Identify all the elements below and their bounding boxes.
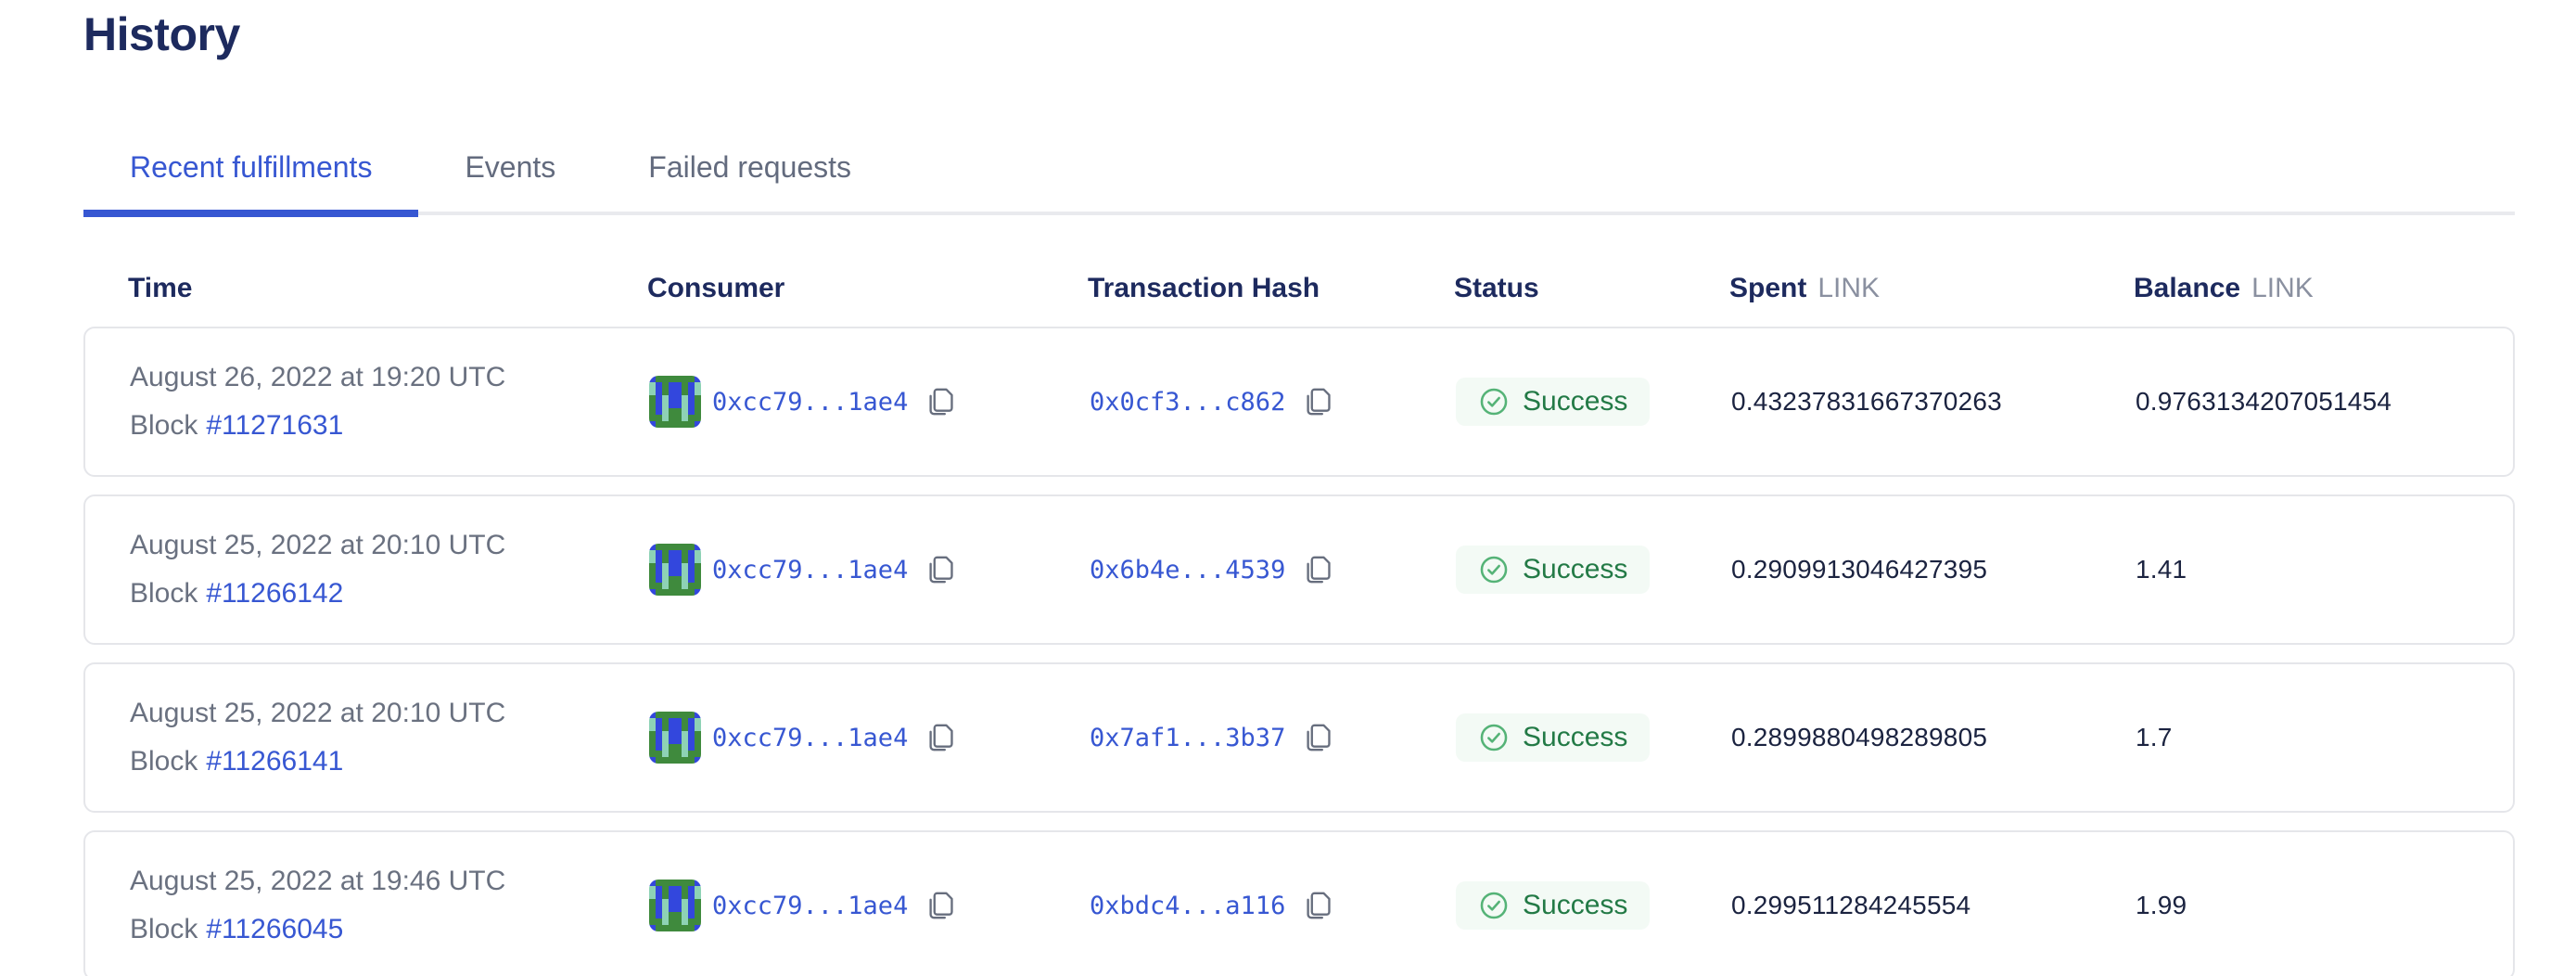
column-header-consumer: Consumer [647, 273, 785, 303]
column-header-transaction-hash: Transaction Hash [1088, 273, 1320, 303]
spent-value: 0.2909913046427395 [1731, 555, 1988, 584]
time-cell: August 25, 2022 at 20:10 UTC Block #11266… [130, 529, 649, 610]
fulfillment-row: August 25, 2022 at 20:10 UTC Block #11266… [83, 494, 2515, 645]
time-cell: August 25, 2022 at 19:46 UTC Block #11266… [130, 865, 649, 946]
blockie-avatar [649, 712, 701, 764]
check-circle-icon [1478, 386, 1510, 417]
status-text: Success [1523, 890, 1628, 920]
spent-unit-label: LINK [1817, 273, 1881, 303]
transaction-hash-cell: 0xbdc4...a116 [1090, 889, 1456, 922]
spent-value: 0.43237831667370263 [1731, 387, 2002, 416]
copy-icon[interactable] [1302, 385, 1333, 418]
balance-value: 1.41 [2136, 555, 2187, 584]
block-number-link[interactable]: #11271631 [206, 410, 344, 441]
consumer-address-link[interactable]: 0xcc79...1ae4 [712, 555, 909, 584]
balance-value: 0.9763134207051454 [2136, 387, 2392, 416]
status-cell: Success [1456, 713, 1731, 762]
column-header-spent: Spent LINK [1729, 273, 1881, 303]
status-badge: Success [1456, 546, 1651, 594]
block-line: Block #11266045 [130, 913, 343, 946]
spent-value: 0.2899880498289805 [1731, 723, 1988, 751]
time-cell: August 26, 2022 at 19:20 UTC Block #11271… [130, 361, 649, 443]
block-label: Block [130, 914, 198, 944]
balance-value: 1.7 [2136, 723, 2173, 751]
page-title: History [83, 8, 240, 60]
block-label: Block [130, 578, 198, 609]
block-line: Block #11271631 [130, 409, 343, 443]
balance-value: 1.99 [2136, 891, 2187, 919]
row-date: August 25, 2022 at 20:10 UTC [130, 530, 506, 560]
transaction-hash-cell: 0x0cf3...c862 [1090, 385, 1456, 418]
consumer-address-link[interactable]: 0xcc79...1ae4 [712, 387, 909, 417]
block-line: Block #11266142 [130, 577, 343, 610]
column-header-balance: Balance LINK [2134, 273, 2314, 303]
transaction-hash-link[interactable]: 0x6b4e...4539 [1090, 555, 1286, 584]
row-date: August 26, 2022 at 19:20 UTC [130, 362, 506, 392]
column-header-time: Time [128, 273, 193, 303]
column-header-status: Status [1454, 273, 1539, 303]
block-number-link[interactable]: #11266142 [206, 578, 344, 609]
blockie-avatar [649, 880, 701, 931]
status-cell: Success [1456, 881, 1731, 930]
transaction-hash-link[interactable]: 0x0cf3...c862 [1090, 387, 1286, 417]
check-circle-icon [1478, 722, 1510, 753]
consumer-address-link[interactable]: 0xcc79...1ae4 [712, 891, 909, 920]
copy-icon[interactable] [925, 385, 956, 418]
status-cell: Success [1456, 546, 1731, 594]
blockie-avatar [649, 376, 701, 428]
history-section: History Recent fulfillments Events Faile… [83, 7, 2515, 976]
consumer-address-link[interactable]: 0xcc79...1ae4 [712, 723, 909, 752]
block-label: Block [130, 410, 198, 441]
status-text: Success [1523, 386, 1628, 417]
check-circle-icon [1478, 890, 1510, 921]
block-label: Block [130, 746, 198, 777]
consumer-cell: 0xcc79...1ae4 [649, 544, 1090, 596]
copy-icon[interactable] [1302, 889, 1333, 922]
blockie-avatar [649, 544, 701, 596]
block-number-link[interactable]: #11266141 [206, 746, 344, 777]
status-badge: Success [1456, 713, 1651, 762]
status-badge: Success [1456, 881, 1651, 930]
check-circle-icon [1478, 554, 1510, 585]
consumer-cell: 0xcc79...1ae4 [649, 376, 1090, 428]
spent-value: 0.299511284245554 [1731, 891, 1971, 919]
history-tabs: Recent fulfillments Events Failed reques… [83, 147, 2515, 217]
table-header: Time Consumer Transaction Hash Status Sp… [83, 273, 2515, 304]
block-line: Block #11266141 [130, 745, 343, 778]
time-cell: August 25, 2022 at 20:10 UTC Block #11266… [130, 697, 649, 778]
row-date: August 25, 2022 at 19:46 UTC [130, 866, 506, 896]
copy-icon[interactable] [925, 721, 956, 754]
transaction-hash-cell: 0x7af1...3b37 [1090, 721, 1456, 754]
status-text: Success [1523, 722, 1628, 752]
copy-icon[interactable] [925, 553, 956, 586]
copy-icon[interactable] [925, 889, 956, 922]
copy-icon[interactable] [1302, 553, 1333, 586]
tab-failed-requests[interactable]: Failed requests [648, 150, 852, 184]
consumer-cell: 0xcc79...1ae4 [649, 880, 1090, 931]
tab-recent-fulfillments[interactable]: Recent fulfillments [83, 147, 419, 217]
status-text: Success [1523, 554, 1628, 584]
row-date: August 25, 2022 at 20:10 UTC [130, 698, 506, 728]
consumer-cell: 0xcc79...1ae4 [649, 712, 1090, 764]
transaction-hash-cell: 0x6b4e...4539 [1090, 553, 1456, 586]
fulfillment-row: August 25, 2022 at 20:10 UTC Block #11266… [83, 662, 2515, 813]
transaction-hash-link[interactable]: 0x7af1...3b37 [1090, 723, 1286, 752]
fulfillment-row: August 26, 2022 at 19:20 UTC Block #11271… [83, 327, 2515, 477]
block-number-link[interactable]: #11266045 [206, 914, 344, 944]
fulfillment-row: August 25, 2022 at 19:46 UTC Block #11266… [83, 830, 2515, 976]
fulfillments-list: August 26, 2022 at 19:20 UTC Block #11271… [83, 327, 2515, 976]
tab-events[interactable]: Events [465, 150, 556, 184]
balance-unit-label: LINK [2251, 273, 2314, 303]
copy-icon[interactable] [1302, 721, 1333, 754]
transaction-hash-link[interactable]: 0xbdc4...a116 [1090, 891, 1286, 920]
status-cell: Success [1456, 378, 1731, 426]
status-badge: Success [1456, 378, 1651, 426]
